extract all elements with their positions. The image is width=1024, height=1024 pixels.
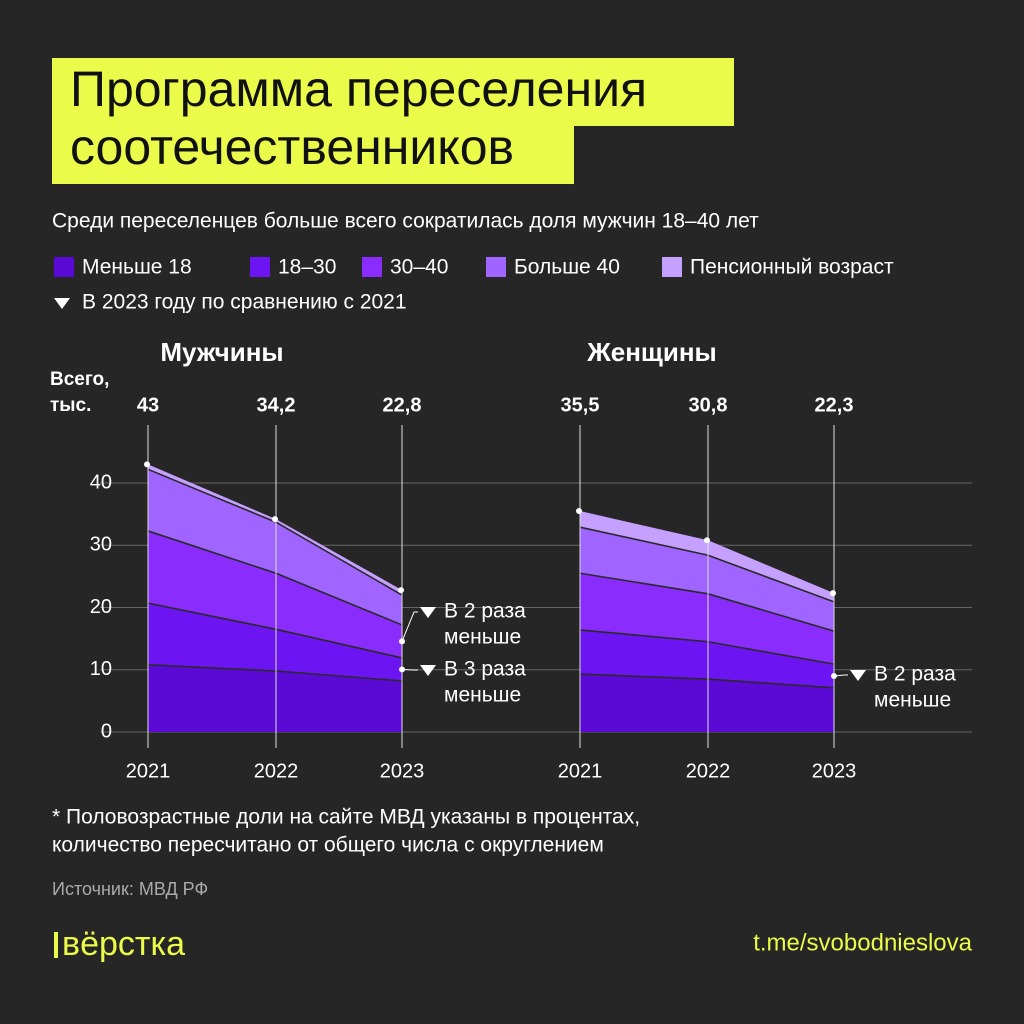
annotation-text: меньше	[444, 684, 521, 707]
source: Источник: МВД РФ	[52, 879, 208, 899]
total-label: 34,2	[257, 394, 296, 416]
area	[148, 464, 402, 596]
annotation-connector	[833, 674, 848, 677]
totals-heading: Всего,	[50, 369, 109, 390]
area	[580, 674, 834, 732]
total-label: 35,5	[561, 394, 600, 416]
total-dot	[830, 590, 836, 597]
legend-label: 30–40	[390, 256, 448, 279]
total-label: 22,8	[383, 394, 422, 416]
x-tick-label: 2022	[254, 760, 299, 782]
legend-label: Больше 40	[514, 256, 620, 279]
legend-note-icon	[54, 298, 70, 309]
legend-swatch	[662, 257, 682, 277]
y-tick-label: 30	[90, 534, 112, 556]
total-dot	[398, 587, 404, 594]
area	[580, 573, 834, 665]
y-tick-label: 20	[90, 596, 112, 618]
panel-title: Женщины	[586, 337, 717, 367]
title: Программа переселения	[70, 61, 647, 117]
area	[148, 603, 402, 681]
legend-note: В 2023 году по сравнению с 2021	[82, 291, 407, 314]
legend-swatch	[250, 257, 270, 277]
area	[580, 511, 834, 602]
title-box	[52, 58, 734, 126]
total-dot	[576, 508, 582, 515]
annotation-icon	[420, 607, 436, 618]
annotation-text: В 3 раза	[444, 658, 526, 681]
legend-label: Меньше 18	[82, 256, 192, 279]
x-tick-label: 2021	[126, 760, 171, 782]
x-tick-label: 2023	[812, 760, 857, 782]
legend-swatch	[486, 257, 506, 277]
link[interactable]: t.me/svobodnieslova	[753, 929, 972, 956]
legend-swatch	[362, 257, 382, 277]
y-tick-label: 0	[101, 720, 112, 742]
annotation-text: В 2 раза	[874, 663, 956, 686]
y-tick-label: 10	[90, 658, 112, 680]
annotation-connector	[401, 611, 418, 642]
logo-bar	[54, 932, 58, 958]
total-label: 30,8	[689, 394, 728, 416]
annotation-icon	[850, 670, 866, 681]
y-tick-label: 40	[90, 471, 112, 493]
legend-label: 18–30	[278, 256, 336, 279]
footnote: * Половозрастные доли на сайте МВД указа…	[52, 806, 640, 829]
area	[580, 527, 834, 632]
title-box	[52, 126, 574, 184]
area	[148, 530, 402, 658]
panel-title: Мужчины	[160, 337, 283, 367]
legend-swatch	[54, 257, 74, 277]
x-tick-label: 2022	[686, 760, 731, 782]
total-dot	[144, 461, 150, 468]
totals-heading: тыс.	[50, 395, 91, 416]
area	[580, 629, 834, 688]
area	[148, 664, 402, 732]
x-tick-label: 2021	[558, 760, 603, 782]
annotation-connector	[401, 668, 418, 671]
annotation-text: меньше	[444, 626, 521, 649]
area	[148, 469, 402, 625]
total-label: 43	[137, 394, 159, 416]
total-dot	[272, 516, 278, 523]
x-tick-label: 2023	[380, 760, 425, 782]
annotation-text: меньше	[874, 689, 951, 712]
logo: вёрстка	[62, 925, 185, 963]
total-dot	[704, 537, 710, 544]
annotation-icon	[420, 665, 436, 676]
subtitle: Среди переселенцев больше всего сократил…	[52, 210, 759, 233]
legend-label: Пенсионный возраст	[690, 256, 894, 279]
total-label: 22,3	[815, 394, 854, 416]
annotation-text: В 2 раза	[444, 600, 526, 623]
title: соотечественников	[70, 119, 514, 175]
footnote: количество пересчитано от общего числа с…	[52, 834, 604, 857]
